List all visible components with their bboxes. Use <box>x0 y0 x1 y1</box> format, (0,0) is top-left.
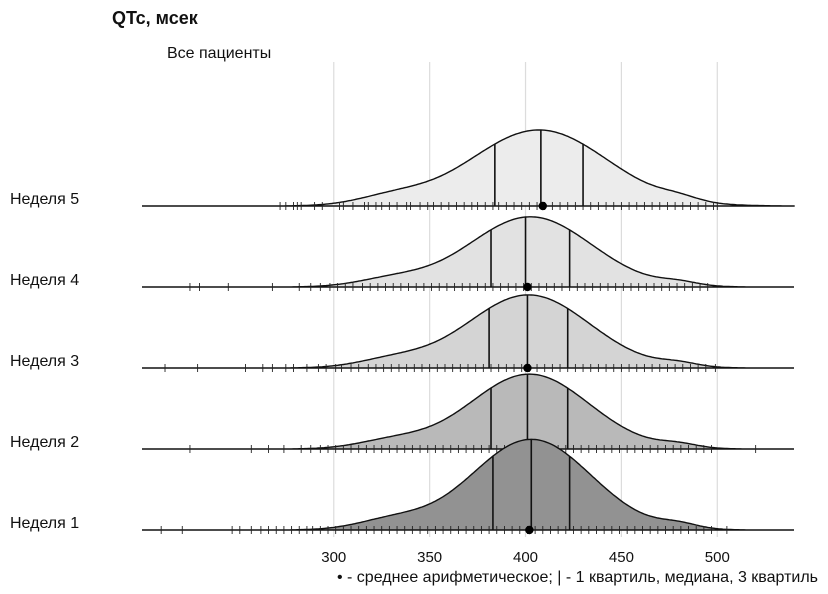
density-area <box>142 294 794 369</box>
ridge-5 <box>142 438 794 535</box>
ridge-1 <box>142 129 795 211</box>
row-label: Неделя 1 <box>10 515 79 532</box>
chart-title: QTc, мсек <box>112 8 198 28</box>
density-area <box>142 216 794 288</box>
row-label: Неделя 5 <box>10 191 79 208</box>
x-tick-label: 400 <box>513 549 538 566</box>
row-label: Неделя 2 <box>10 434 79 451</box>
x-tick-label: 300 <box>321 549 346 566</box>
x-tick-label: 450 <box>609 549 634 566</box>
ridge-3 <box>142 294 794 373</box>
chart-subtitle: Все пациенты <box>167 45 272 62</box>
ridges <box>142 129 795 535</box>
ridge-2 <box>142 216 794 292</box>
x-axis-ticks: 300 350 400 450 500 <box>321 549 730 566</box>
mean-marker <box>538 201 547 211</box>
row-label: Неделя 3 <box>10 353 79 370</box>
y-axis-labels: Неделя 5 Неделя 4 Неделя 3 Неделя 2 Неделя 1 <box>10 191 79 532</box>
density-area <box>142 373 794 450</box>
row-label: Неделя 4 <box>10 272 79 289</box>
x-tick-label: 500 <box>705 549 730 566</box>
ridge-4 <box>142 373 794 454</box>
chart-caption: • - среднее арифметическое; | - 1 кварти… <box>336 569 818 586</box>
x-tick-label: 350 <box>417 549 442 566</box>
mean-marker <box>523 282 532 292</box>
density-area <box>142 129 795 207</box>
mean-marker <box>525 525 534 535</box>
mean-marker <box>523 363 532 373</box>
